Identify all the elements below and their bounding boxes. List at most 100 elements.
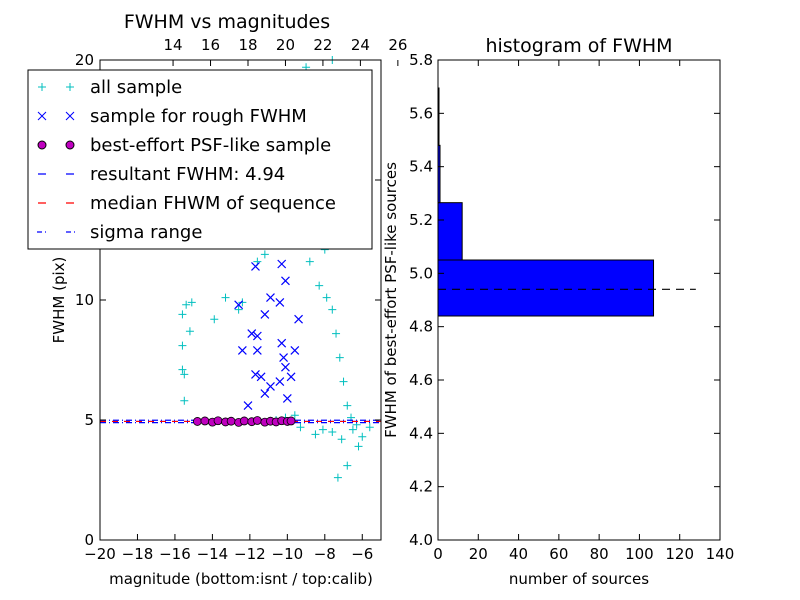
rough-sample-point <box>256 372 266 382</box>
all-sample-point <box>221 293 230 302</box>
rough-sample-point <box>277 259 287 269</box>
all-sample-point <box>178 365 187 374</box>
all-sample-point <box>335 353 344 362</box>
all-sample-point <box>339 377 348 386</box>
all-sample-point <box>311 430 320 439</box>
all-sample-point <box>180 370 189 379</box>
y-tick-label: 5.6 <box>409 104 433 122</box>
y-tick-label: 10 <box>75 291 94 309</box>
top-tick-label: 18 <box>238 36 257 54</box>
all-sample-point <box>332 329 341 338</box>
y-tick-label: 5.0 <box>409 264 433 282</box>
all-sample-point <box>182 300 191 309</box>
rough-sample-point <box>266 293 275 303</box>
psf-sample-point <box>193 417 202 426</box>
x-tick-label: 20 <box>469 545 488 563</box>
psf-sample-point <box>213 416 223 426</box>
legend-label-psf-sample: best-effort PSF-like sample <box>90 135 331 156</box>
all-sample-point <box>305 257 314 266</box>
x-tick-label: −6 <box>351 545 373 563</box>
all-sample-point <box>210 315 219 324</box>
rough-sample-point <box>281 362 290 372</box>
right-x-axis-label: number of sources <box>509 570 649 588</box>
right-y-axis-label: FWHM of best-effort PSF-like sources <box>382 162 400 438</box>
all-sample-point <box>178 310 187 319</box>
y-tick-label: 4.0 <box>409 531 433 549</box>
left-chart-title: FWHM vs magnitudes <box>124 11 330 33</box>
rough-sample-point <box>266 381 275 391</box>
rough-sample-point <box>277 338 287 348</box>
psf-sample-point <box>200 416 210 426</box>
rough-sample-point <box>275 377 285 387</box>
x-tick-label: −14 <box>197 545 229 563</box>
legend-box <box>27 69 373 250</box>
left-chart: −20 −18 −16 −14 −12 −10 −8 −6 14 16 18 20 22 24 26 0 5 10… <box>27 11 407 588</box>
all-sample-point <box>354 442 363 451</box>
top-tick-label: 14 <box>164 36 183 54</box>
rough-sample-point <box>286 372 296 382</box>
x-tick-label: −20 <box>84 545 116 563</box>
x-tick-label: −16 <box>159 545 191 563</box>
legend-label-resultant: resultant FWHM: 4.94 <box>90 164 285 185</box>
rough-sample-point <box>251 369 260 379</box>
top-tick-label: 24 <box>351 36 370 54</box>
all-sample-point <box>328 305 337 314</box>
all-sample-point <box>337 435 346 444</box>
legend-marker-psf-sample <box>37 140 75 150</box>
rough-sample-point <box>260 309 270 319</box>
rough-sample-point <box>294 314 303 324</box>
y-tick-label: 5.8 <box>409 51 433 69</box>
top-tick-label: 22 <box>313 36 332 54</box>
y-tick-label: 20 <box>75 51 94 69</box>
legend-label-rough-sample: sample for rough FWHM <box>90 106 307 127</box>
legend: all sample sample for rough FWHM best-ef… <box>27 69 373 250</box>
x-tick-label: 40 <box>509 545 528 563</box>
right-chart: 0 20 40 60 80 100 120 140 4.0 4.2 4.4 4.6 4.8 5.0 5.2 5… <box>382 35 734 588</box>
x-tick-label: −10 <box>272 545 304 563</box>
top-tick-label: 26 <box>388 36 407 54</box>
top-tick-label: 16 <box>201 36 220 54</box>
y-tick-label: 5.2 <box>409 211 433 229</box>
x-tick-label: −12 <box>234 545 266 563</box>
left-y-axis-label: FWHM (pix) <box>50 257 68 344</box>
all-sample-point <box>234 305 243 314</box>
x-tick-label: −8 <box>314 545 336 563</box>
psf-sample-point <box>239 416 249 426</box>
all-sample-point <box>180 396 189 405</box>
all-sample-point <box>343 461 352 470</box>
all-sample-point <box>333 473 342 482</box>
rough-sample-point <box>252 345 262 355</box>
right-plot-marks <box>437 87 696 317</box>
psf-sample-point <box>252 416 262 425</box>
y-tick-label: 4.8 <box>409 318 433 336</box>
left-plot-marks <box>100 56 381 482</box>
y-tick-label: 0 <box>84 531 94 549</box>
all-sample-point <box>322 293 331 302</box>
psf-sample-point <box>226 416 236 426</box>
right-ticks: 0 20 40 60 80 100 120 140 4.0 4.2 4.4 4.6 4.8 5.0 5.2 5… <box>409 51 734 563</box>
all-sample-point <box>185 327 194 336</box>
all-sample-point <box>178 341 187 350</box>
y-tick-label: 5 <box>84 411 94 429</box>
all-sample-point <box>290 411 299 420</box>
y-tick-label: 4.4 <box>409 424 433 442</box>
x-tick-label: 60 <box>549 545 568 563</box>
rough-sample-point <box>260 389 270 399</box>
all-sample-point <box>296 423 305 432</box>
all-sample-point <box>358 432 367 441</box>
rough-sample-point <box>281 276 290 286</box>
rough-sample-point <box>234 300 244 310</box>
all-sample-point <box>315 281 324 290</box>
y-tick-label: 4.6 <box>409 371 433 389</box>
rough-sample-point <box>247 329 257 339</box>
legend-label-median: median FHWM of sequence <box>90 193 336 214</box>
top-tick-label: 20 <box>276 36 295 54</box>
all-sample-point <box>187 298 196 307</box>
x-tick-label: −18 <box>122 545 154 563</box>
all-sample-point <box>365 423 374 432</box>
legend-label-sigma: sigma range <box>90 222 202 243</box>
all-sample-point <box>318 425 327 434</box>
rough-sample-point <box>279 353 289 363</box>
rough-sample-point <box>251 261 260 271</box>
